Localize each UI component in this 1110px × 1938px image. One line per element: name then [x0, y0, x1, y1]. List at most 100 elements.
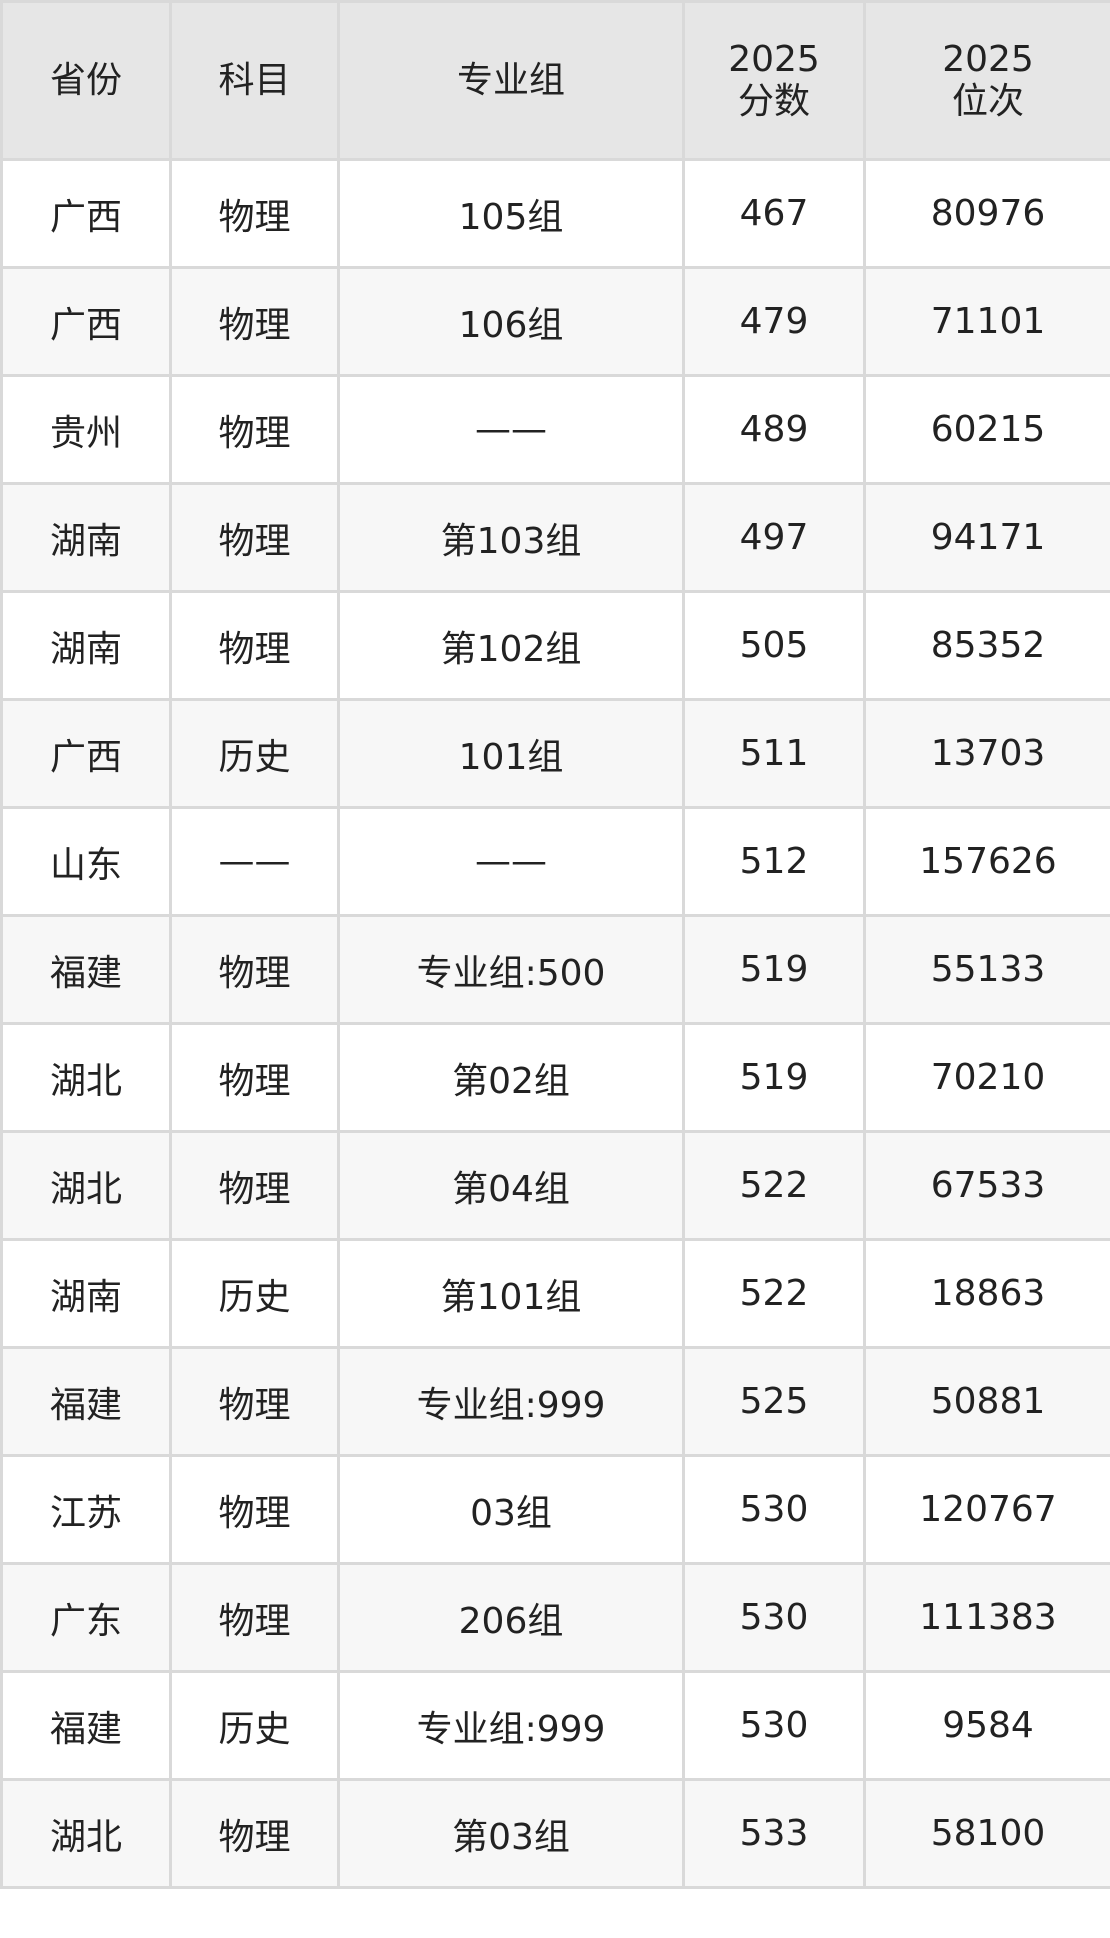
cell-subject: 物理: [169, 590, 340, 701]
cell-subject: 物理: [169, 482, 340, 593]
cell-province: 贵州: [0, 374, 172, 485]
cell-rank-2025: 111383: [863, 1562, 1110, 1673]
cell-subject: 物理: [169, 266, 340, 377]
cell-major-group: 03组: [337, 1454, 685, 1565]
table-row: 福建 历史 专业组:999 530 9584: [0, 1670, 1110, 1781]
cell-major-group: ——: [337, 806, 685, 917]
cell-subject: 物理: [169, 1562, 340, 1673]
table-row: 湖南 历史 第101组 522 18863: [0, 1238, 1110, 1349]
cell-score-2025: 530: [682, 1562, 866, 1673]
cell-province: 江苏: [0, 1454, 172, 1565]
cell-province: 福建: [0, 1670, 172, 1781]
cell-score-2025: 525: [682, 1346, 866, 1457]
cell-rank-2025: 58100: [863, 1778, 1110, 1889]
admission-scores-table: 省份 科目 专业组 2025 分数 2025 位次 广西 物理 105组 467 80976 广西 物理…: [0, 0, 1110, 1889]
cell-major-group: 第101组: [337, 1238, 685, 1349]
cell-major-group: 第04组: [337, 1130, 685, 1241]
cell-rank-2025: 67533: [863, 1130, 1110, 1241]
table-row: 湖北 物理 第04组 522 67533: [0, 1130, 1110, 1241]
cell-score-2025: 479: [682, 266, 866, 377]
table-row: 广西 物理 105组 467 80976: [0, 158, 1110, 269]
table-row: 山东 —— —— 512 157626: [0, 806, 1110, 917]
cell-province: 广西: [0, 698, 172, 809]
cell-major-group: 第03组: [337, 1778, 685, 1889]
table-row: 湖南 物理 第102组 505 85352: [0, 590, 1110, 701]
cell-score-2025: 522: [682, 1238, 866, 1349]
cell-subject: 物理: [169, 914, 340, 1025]
cell-major-group: 106组: [337, 266, 685, 377]
cell-province: 湖南: [0, 590, 172, 701]
cell-province: 湖南: [0, 482, 172, 593]
table-row: 广东 物理 206组 530 111383: [0, 1562, 1110, 1673]
table-row: 广西 历史 101组 511 13703: [0, 698, 1110, 809]
cell-major-group: 第02组: [337, 1022, 685, 1133]
cell-score-2025: 533: [682, 1778, 866, 1889]
cell-province: 福建: [0, 1346, 172, 1457]
cell-province: 广西: [0, 158, 172, 269]
cell-score-2025: 467: [682, 158, 866, 269]
cell-province: 福建: [0, 914, 172, 1025]
cell-major-group: ——: [337, 374, 685, 485]
cell-rank-2025: 80976: [863, 158, 1110, 269]
cell-score-2025: 505: [682, 590, 866, 701]
cell-subject: 物理: [169, 1022, 340, 1133]
cell-score-2025: 511: [682, 698, 866, 809]
cell-score-2025: 530: [682, 1670, 866, 1781]
cell-province: 湖北: [0, 1778, 172, 1889]
table-row: 湖北 物理 第03组 533 58100: [0, 1778, 1110, 1889]
cell-province: 湖北: [0, 1130, 172, 1241]
cell-major-group: 105组: [337, 158, 685, 269]
header-text: 省份: [49, 59, 122, 101]
cell-rank-2025: 120767: [863, 1454, 1110, 1565]
cell-rank-2025: 71101: [863, 266, 1110, 377]
header-score-2025: 2025 分数: [682, 0, 866, 161]
cell-province: 广西: [0, 266, 172, 377]
cell-subject: 物理: [169, 1454, 340, 1565]
cell-rank-2025: 60215: [863, 374, 1110, 485]
cell-subject: 历史: [169, 1238, 340, 1349]
header-text: 分数: [737, 80, 810, 122]
header-text: 科目: [218, 59, 291, 101]
cell-rank-2025: 94171: [863, 482, 1110, 593]
cell-province: 湖北: [0, 1022, 172, 1133]
cell-subject: 物理: [169, 158, 340, 269]
cell-major-group: 专业组:999: [337, 1346, 685, 1457]
cell-score-2025: 522: [682, 1130, 866, 1241]
cell-rank-2025: 70210: [863, 1022, 1110, 1133]
header-text: 2025: [942, 38, 1034, 80]
cell-subject: ——: [169, 806, 340, 917]
cell-score-2025: 489: [682, 374, 866, 485]
cell-rank-2025: 50881: [863, 1346, 1110, 1457]
header-text: 2025: [728, 38, 820, 80]
cell-major-group: 专业组:999: [337, 1670, 685, 1781]
table-row: 湖南 物理 第103组 497 94171: [0, 482, 1110, 593]
cell-subject: 物理: [169, 1130, 340, 1241]
cell-province: 湖南: [0, 1238, 172, 1349]
header-rank-2025: 2025 位次: [863, 0, 1110, 161]
cell-subject: 历史: [169, 1670, 340, 1781]
header-subject: 科目: [169, 0, 340, 161]
cell-subject: 历史: [169, 698, 340, 809]
cell-rank-2025: 18863: [863, 1238, 1110, 1349]
table-body: 广西 物理 105组 467 80976 广西 物理 106组 479 71101 贵州 物理 —— 48…: [0, 158, 1110, 1889]
cell-major-group: 第103组: [337, 482, 685, 593]
cell-score-2025: 519: [682, 1022, 866, 1133]
cell-rank-2025: 85352: [863, 590, 1110, 701]
cell-province: 山东: [0, 806, 172, 917]
table-row: 广西 物理 106组 479 71101: [0, 266, 1110, 377]
table-row: 福建 物理 专业组:999 525 50881: [0, 1346, 1110, 1457]
cell-score-2025: 497: [682, 482, 866, 593]
cell-major-group: 101组: [337, 698, 685, 809]
table-row: 湖北 物理 第02组 519 70210: [0, 1022, 1110, 1133]
cell-rank-2025: 55133: [863, 914, 1110, 1025]
header-text: 位次: [951, 80, 1024, 122]
cell-subject: 物理: [169, 1346, 340, 1457]
table-row: 贵州 物理 —— 489 60215: [0, 374, 1110, 485]
cell-major-group: 专业组:500: [337, 914, 685, 1025]
header-major-group: 专业组: [337, 0, 685, 161]
cell-rank-2025: 157626: [863, 806, 1110, 917]
cell-major-group: 第102组: [337, 590, 685, 701]
cell-province: 广东: [0, 1562, 172, 1673]
cell-rank-2025: 9584: [863, 1670, 1110, 1781]
cell-score-2025: 512: [682, 806, 866, 917]
